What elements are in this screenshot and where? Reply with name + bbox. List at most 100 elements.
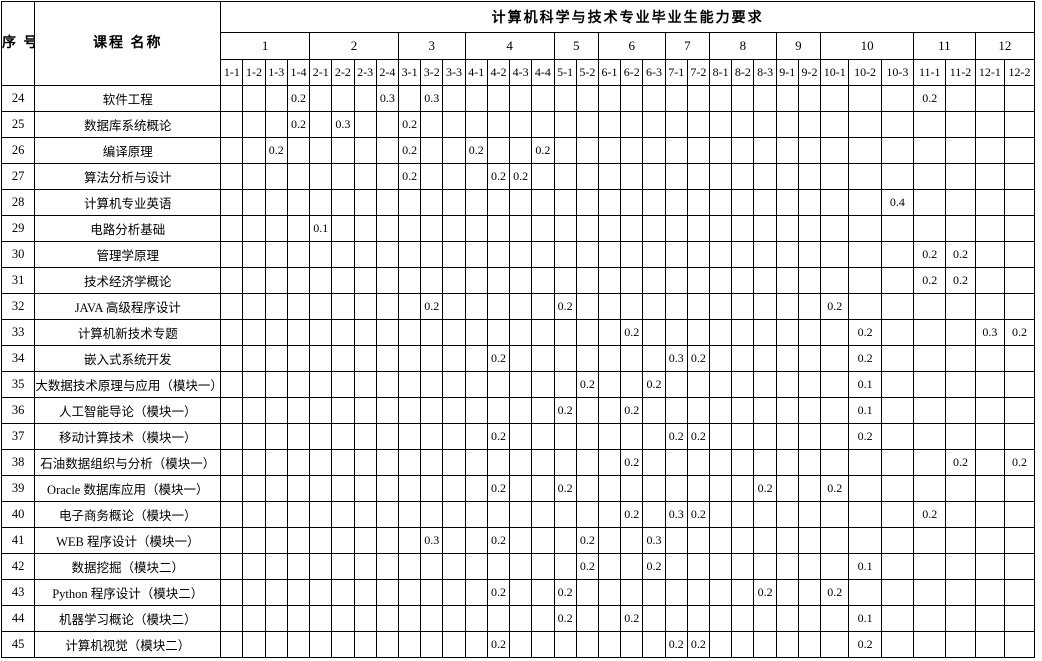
ability-cell-12-1	[974, 631, 1005, 658]
ability-cell-6-2	[620, 215, 644, 242]
ability-cell-2-1	[309, 501, 333, 528]
subcolumn-header-11-2: 11-2	[945, 59, 976, 86]
ability-cell-2-4	[375, 527, 399, 554]
ability-cell-6-1	[597, 241, 622, 268]
ability-cell-2-4	[375, 631, 399, 658]
ability-cell-2-2	[331, 527, 355, 554]
ability-cell-11-2	[945, 605, 976, 632]
ability-cell-6-3	[642, 111, 666, 138]
ability-cell-2-3	[353, 605, 377, 632]
ability-cell-10-1	[820, 137, 850, 164]
ability-cell-2-2	[331, 267, 355, 294]
ability-cell-11-2	[945, 527, 976, 554]
ability-cell-4-3	[509, 137, 533, 164]
ability-cell-1-4	[286, 631, 311, 658]
ability-cell-5-1	[553, 371, 577, 398]
ability-cell-8-3	[753, 111, 777, 138]
ability-cell-3-3	[442, 293, 466, 320]
subcolumn-header-9-1: 9-1	[775, 59, 799, 86]
ability-cell-6-1	[597, 553, 622, 580]
ability-cell-9-1	[775, 319, 799, 346]
ability-cell-7-2: 0.2	[686, 345, 711, 372]
ability-cell-6-2: 0.2	[620, 319, 644, 346]
ability-cell-10-3	[880, 579, 915, 606]
ability-cell-8-1	[709, 553, 733, 580]
ability-cell-11-1: 0.2	[913, 85, 947, 112]
ability-cell-11-1: 0.2	[913, 241, 947, 268]
ability-cell-2-4	[375, 267, 399, 294]
ability-cell-8-2	[731, 527, 755, 554]
ability-cell-3-1	[397, 189, 422, 216]
ability-cell-6-3	[642, 631, 666, 658]
course-name: Oracle 数据库应用（模块一）	[34, 475, 222, 502]
ability-cell-10-1	[820, 345, 850, 372]
ability-cell-11-2: 0.2	[945, 267, 976, 294]
ability-cell-6-1	[597, 293, 622, 320]
ability-cell-1-3	[264, 293, 288, 320]
ability-cell-2-1	[309, 527, 333, 554]
table-title: 计算机科学与技术专业毕业生能力要求	[220, 1, 1035, 33]
course-row: 45 计算机视觉（模块二） 0.2 0.2 0.2 0.2	[0, 631, 1036, 658]
ability-cell-1-1	[220, 631, 244, 658]
ability-cell-2-3	[353, 111, 377, 138]
ability-cell-4-4	[531, 241, 555, 268]
ability-cell-11-1	[913, 163, 947, 190]
ability-cell-10-2	[848, 189, 882, 216]
ability-cell-6-3	[642, 215, 666, 242]
ability-cell-2-3	[353, 397, 377, 424]
ability-cell-4-1	[464, 293, 488, 320]
ability-cell-9-2	[797, 553, 822, 580]
ability-cell-11-1	[913, 449, 947, 476]
ability-cell-10-3	[880, 631, 915, 658]
subcolumn-header-1-3: 1-3	[264, 59, 288, 86]
ability-cell-9-2	[797, 111, 822, 138]
ability-cell-9-2	[797, 137, 822, 164]
ability-cell-1-1	[220, 553, 244, 580]
ability-cell-4-3	[509, 475, 533, 502]
ability-cell-3-3	[442, 215, 466, 242]
ability-cell-6-3	[642, 605, 666, 632]
ability-cell-3-2: 0.3	[420, 527, 444, 554]
ability-cell-2-2	[331, 397, 355, 424]
ability-cell-3-3	[442, 163, 466, 190]
ability-cell-4-2: 0.2	[486, 423, 511, 450]
ability-cell-5-1: 0.2	[553, 397, 577, 424]
ability-cell-12-1	[974, 111, 1005, 138]
ability-cell-1-3	[264, 605, 288, 632]
ability-cell-11-2	[945, 85, 976, 112]
course-no: 37	[0, 423, 36, 450]
group-header-11: 11	[913, 32, 976, 60]
group-header-10: 10	[820, 32, 915, 60]
ability-cell-2-3	[353, 579, 377, 606]
course-row: 29 电路分析基础 0.1	[0, 215, 1036, 242]
course-name: Python 程序设计（模块二）	[34, 579, 222, 606]
ability-cell-3-2: 0.2	[420, 293, 444, 320]
ability-cell-8-2	[731, 449, 755, 476]
ability-cell-9-2	[797, 163, 822, 190]
ability-cell-2-2	[331, 163, 355, 190]
ability-cell-7-2	[686, 371, 711, 398]
ability-cell-12-2	[1003, 579, 1036, 606]
ability-cell-1-1	[220, 475, 244, 502]
ability-cell-2-1	[309, 293, 333, 320]
ability-cell-8-1	[709, 501, 733, 528]
ability-cell-6-2	[620, 579, 644, 606]
ability-cell-3-3	[442, 527, 466, 554]
ability-cell-12-1	[974, 189, 1005, 216]
course-row: 30 管理学原理 0.2 0.2	[0, 241, 1036, 268]
ability-cell-11-2	[945, 111, 976, 138]
ability-cell-4-1	[464, 345, 488, 372]
ability-cell-11-1	[913, 215, 947, 242]
ability-cell-8-1	[709, 267, 733, 294]
ability-cell-4-4	[531, 345, 555, 372]
ability-cell-2-2	[331, 137, 355, 164]
ability-cell-3-3	[442, 449, 466, 476]
ability-cell-4-2	[486, 189, 511, 216]
ability-cell-4-1	[464, 553, 488, 580]
ability-cell-5-2	[575, 189, 599, 216]
ability-cell-4-3: 0.2	[509, 163, 533, 190]
ability-cell-8-1	[709, 345, 733, 372]
ability-cell-11-1	[913, 423, 947, 450]
ability-cell-8-1	[709, 241, 733, 268]
ability-cell-2-3	[353, 501, 377, 528]
